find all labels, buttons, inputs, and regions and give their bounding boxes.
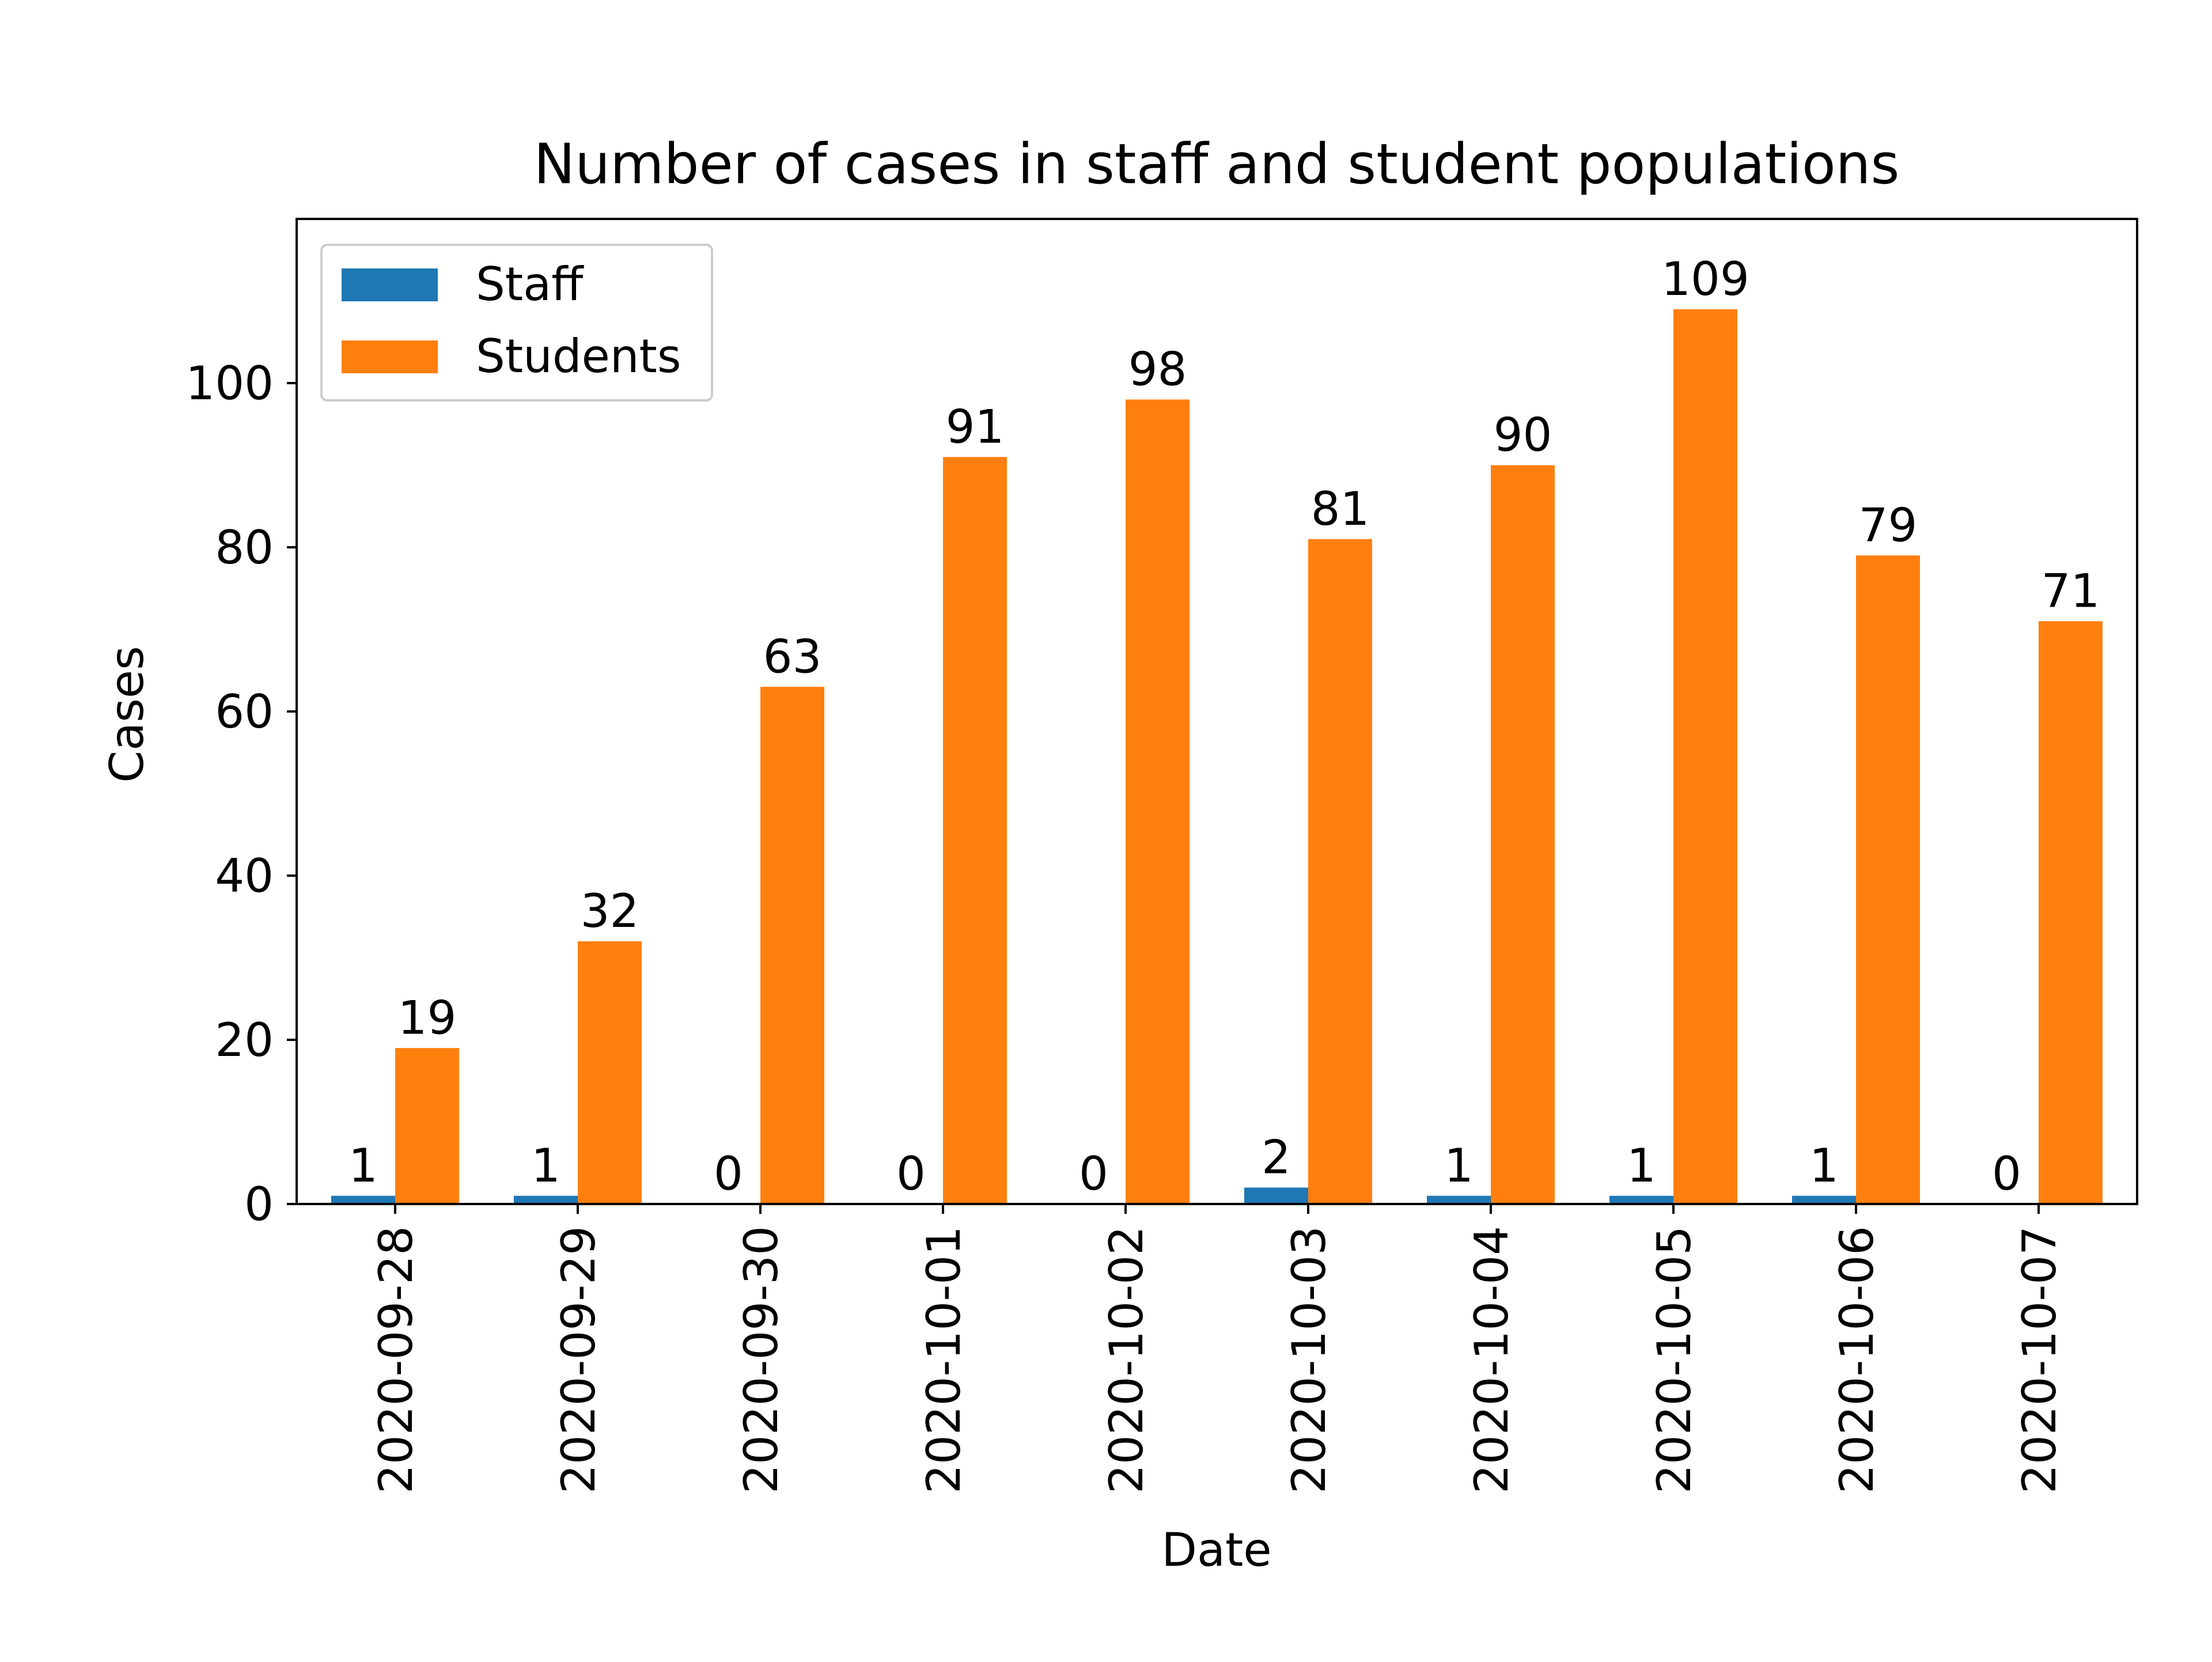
students-value-label: 63 — [763, 630, 822, 683]
plot-area-frame — [296, 218, 2138, 1205]
students-bar — [760, 687, 824, 1204]
legend-label: Students — [476, 330, 681, 383]
y-tick-label: 40 — [215, 849, 274, 903]
x-tick-label: 2020-10-05 — [1647, 1226, 1701, 1494]
staff-bar — [1609, 1195, 1673, 1204]
students-value-label: 109 — [1661, 252, 1749, 306]
x-tick-label: 2020-10-07 — [2013, 1226, 2066, 1494]
students-value-label: 79 — [1859, 498, 1918, 552]
students-value-label: 19 — [398, 991, 457, 1044]
x-tick-label: 2020-09-28 — [369, 1226, 423, 1494]
y-tick-label: 0 — [244, 1178, 274, 1231]
students-bar — [1491, 465, 1555, 1204]
students-value-label: 91 — [946, 400, 1005, 453]
x-tick-label: 2020-10-04 — [1465, 1226, 1518, 1494]
staff-bar — [514, 1195, 578, 1204]
staff-bar — [1792, 1195, 1856, 1204]
staff-bar — [1244, 1187, 1308, 1204]
staff-value-label: 1 — [1809, 1139, 1839, 1192]
bars-layer — [331, 309, 2103, 1204]
students-value-label: 98 — [1128, 343, 1187, 396]
students-value-label: 81 — [1311, 482, 1370, 536]
students-legend-swatch — [342, 340, 438, 373]
staff-bar — [331, 1195, 395, 1204]
staff-value-label: 0 — [714, 1147, 743, 1201]
x-axis: 2020-09-28 2020-09-29 2020-09-30 2020-10-01… — [369, 1204, 2066, 1494]
students-bar — [1673, 309, 1737, 1204]
x-tick-label: 2020-10-03 — [1282, 1226, 1336, 1494]
students-value-label: 90 — [1494, 408, 1552, 462]
staff-value-label: 0 — [1079, 1147, 1108, 1201]
chart-title: Number of cases in staff and student pop… — [533, 132, 1899, 196]
staff-value-label: 0 — [1992, 1147, 2021, 1201]
legend: Staff Students — [320, 244, 713, 402]
legend-label: Staff — [476, 258, 584, 311]
y-axis: 0 20 40 60 80 100 — [185, 357, 297, 1231]
students-bar — [1308, 539, 1372, 1204]
y-tick-label: 60 — [215, 685, 274, 739]
students-bar — [578, 941, 642, 1204]
staff-value-label: 2 — [1262, 1131, 1291, 1184]
staff-value-label: 1 — [1444, 1139, 1474, 1192]
staff-value-label: 1 — [349, 1139, 378, 1192]
students-bar — [943, 457, 1007, 1204]
x-tick-label: 2020-09-30 — [734, 1226, 788, 1494]
staff-value-label: 1 — [531, 1139, 560, 1192]
students-bar — [1856, 555, 1920, 1204]
students-bar — [1126, 399, 1190, 1204]
x-tick-label: 2020-10-06 — [1830, 1226, 1884, 1494]
staff-value-label: 1 — [1627, 1139, 1656, 1192]
students-value-label: 32 — [581, 884, 639, 938]
x-axis-label: Date — [1161, 1523, 1271, 1577]
x-tick-label: 2020-10-01 — [917, 1226, 971, 1494]
y-tick-label: 20 — [215, 1013, 274, 1067]
y-axis-label: Cases — [100, 646, 154, 782]
students-value-label: 71 — [2041, 564, 2100, 618]
students-bar — [395, 1048, 459, 1204]
y-tick-label: 100 — [185, 357, 274, 410]
staff-bar — [1427, 1195, 1491, 1204]
y-tick-label: 80 — [215, 521, 274, 574]
staff-value-label: 0 — [896, 1147, 926, 1201]
x-tick-label: 2020-10-02 — [1100, 1226, 1153, 1494]
students-bar — [2039, 621, 2103, 1204]
x-tick-label: 2020-09-29 — [552, 1226, 605, 1494]
staff-legend-swatch — [342, 268, 438, 301]
